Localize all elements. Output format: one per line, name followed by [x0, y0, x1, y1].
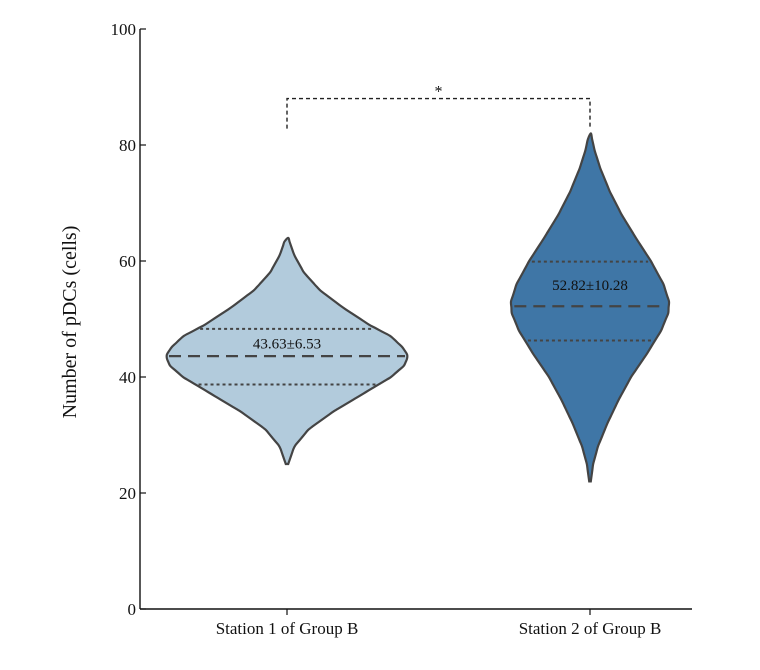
violin-1: 43.63±6.53	[165, 236, 409, 466]
violin-annotation: 43.63±6.53	[253, 336, 321, 352]
y-tick-label: 0	[128, 600, 137, 619]
x-tick-label: Station 1 of Group B	[216, 619, 359, 638]
y-axis: 0 20 40 60 80 100	[111, 20, 146, 619]
violin-2: 52.82±10.28	[509, 132, 671, 483]
y-tick-label: 60	[119, 252, 136, 271]
y-tick-label: 20	[119, 484, 136, 503]
y-tick-label: 40	[119, 368, 136, 387]
significance-label: *	[435, 84, 443, 101]
y-tick-label: 80	[119, 136, 136, 155]
violins: 43.63±6.53 52.82±10.28	[165, 132, 671, 483]
significance-line	[286, 97, 591, 129]
significance-bracket: *	[286, 84, 591, 129]
violin-annotation: 52.82±10.28	[552, 278, 628, 294]
violin-body	[509, 132, 671, 483]
y-tick-label: 100	[111, 20, 137, 39]
x-tick-label: Station 2 of Group B	[519, 619, 662, 638]
x-axis: Station 1 of Group B Station 2 of Group B	[140, 608, 692, 638]
violin-body	[165, 236, 409, 466]
y-axis-label: Number of pDCs (cells)	[59, 226, 81, 419]
